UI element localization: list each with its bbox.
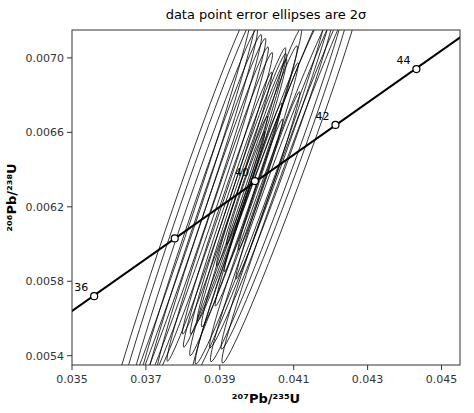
error-ellipse	[107, 30, 260, 365]
concordia-point	[91, 293, 98, 300]
y-tick-label: 0.0070	[26, 52, 65, 65]
y-tick	[67, 57, 72, 58]
error-ellipse	[215, 108, 268, 275]
error-ellipse	[223, 94, 283, 281]
y-tick	[67, 355, 72, 356]
y-tick-label: 0.0054	[26, 350, 65, 363]
y-tick-label: 0.0066	[26, 126, 65, 139]
x-tick	[72, 365, 73, 370]
error-ellipse	[96, 30, 255, 365]
chart: 36 40 42 44 0.035 0.037 0.039 0.041 0.043 0.045 0.…	[0, 0, 474, 413]
x-tick-label: 0.043	[352, 373, 384, 386]
y-tick-label: 0.0058	[26, 275, 65, 288]
plot-frame	[72, 30, 460, 365]
error-ellipse	[235, 82, 301, 289]
x-tick	[367, 365, 368, 370]
y-tick	[67, 132, 72, 133]
x-tick-label: 0.039	[204, 373, 236, 386]
x-tick-label: 0.037	[130, 373, 162, 386]
concordia-point	[251, 178, 258, 185]
x-tick	[293, 365, 294, 370]
age-label: 42	[315, 110, 329, 123]
age-label: 36	[74, 281, 88, 294]
title: data point error ellipses are 2σ	[166, 7, 367, 22]
error-ellipse	[220, 30, 368, 365]
x-tick-label: 0.045	[426, 373, 458, 386]
concordia-point	[332, 121, 339, 128]
x-tick-label: 0.035	[56, 373, 88, 386]
x-tick-label: 0.041	[278, 373, 310, 386]
x-tick	[441, 365, 442, 370]
x-tick	[145, 365, 146, 370]
error-ellipse	[142, 30, 268, 365]
y-axis-label: ²⁰⁶Pb/²³⁸U	[4, 163, 19, 231]
concordia-point	[413, 66, 420, 73]
y-tick	[67, 206, 72, 207]
x-axis-label: ²⁰⁷Pb/²³⁵U	[232, 391, 300, 406]
y-tick	[67, 281, 72, 282]
error-ellipse	[219, 30, 354, 365]
concordia-point	[171, 235, 178, 242]
error-ellipse	[121, 30, 260, 365]
error-ellipse	[226, 125, 266, 251]
x-tick	[219, 365, 220, 370]
y-tick-label: 0.0062	[26, 201, 65, 214]
plot-area	[72, 30, 460, 365]
age-label: 40	[235, 166, 249, 179]
age-label: 44	[396, 54, 410, 67]
